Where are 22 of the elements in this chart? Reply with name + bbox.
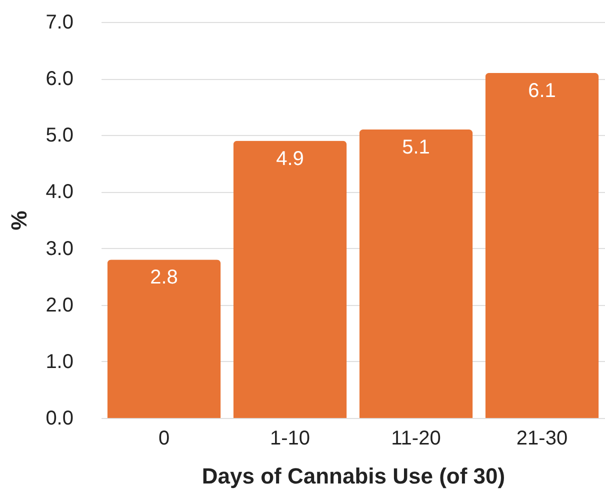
data-label: 6.1 — [528, 80, 556, 102]
y-tick-label: 2.0 — [46, 294, 74, 316]
y-axis-title: % — [6, 210, 32, 230]
y-tick-label: 3.0 — [46, 238, 74, 260]
x-tick-label: 11-20 — [391, 428, 441, 450]
x-tick-label: 0 — [158, 428, 170, 450]
bar — [485, 72, 599, 418]
y-tick-label: 6.0 — [46, 68, 74, 90]
bar — [233, 140, 347, 418]
y-tick-label: 5.0 — [46, 124, 74, 147]
y-tick-label: 4.0 — [46, 181, 74, 204]
bar — [359, 129, 473, 418]
bar — [107, 260, 221, 418]
data-label: 2.8 — [150, 266, 178, 289]
data-label: 4.9 — [276, 148, 304, 170]
x-tick-label: 21-30 — [516, 428, 568, 450]
y-tick-label: 7.0 — [46, 12, 74, 34]
x-tick-label: 1-10 — [270, 428, 310, 450]
data-label: 5.1 — [402, 136, 430, 158]
y-tick-label: 0.0 — [46, 408, 74, 430]
x-axis-title: Days of Cannabis Use (of 30) — [202, 464, 506, 488]
y-tick-label: 1.0 — [46, 350, 74, 373]
